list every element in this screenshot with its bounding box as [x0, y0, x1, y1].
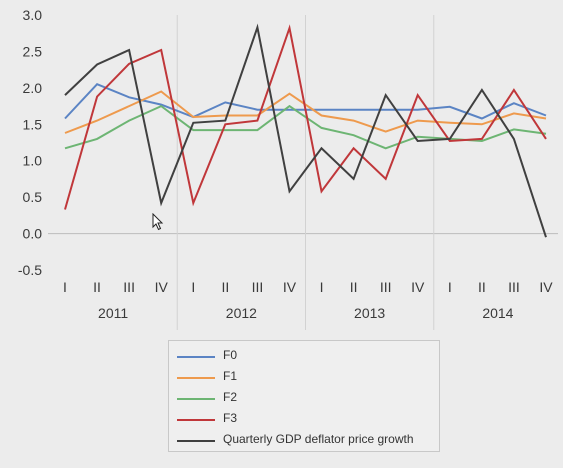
series-line-4: [64, 23, 547, 238]
legend-swatch-gdp-deflator: [177, 440, 215, 442]
y-tick-label: 2.5: [23, 43, 43, 59]
series-line-3: [64, 24, 547, 210]
chart-legend: F0 F1 F2 F3 Quarterly GDP deflator price…: [168, 340, 440, 452]
x-tick-label: II: [221, 279, 229, 295]
legend-item-f0: F0: [169, 346, 439, 367]
year-label: 2013: [354, 305, 385, 321]
y-tick-label: 2.0: [23, 80, 43, 96]
x-tick-label: I: [448, 279, 452, 295]
x-tick-label: III: [252, 279, 264, 295]
x-tick-label: IV: [283, 279, 297, 295]
y-tick-label: -0.5: [18, 262, 42, 278]
legend-item-f2: F2: [169, 388, 439, 409]
x-tick-label: I: [63, 279, 67, 295]
legend-swatch-f1: [177, 377, 215, 379]
legend-label-gdp-deflator: Quarterly GDP deflator price growth: [223, 432, 414, 446]
mouse-pointer-icon: [152, 213, 164, 231]
x-tick-label: IV: [411, 279, 425, 295]
legend-label-f2: F2: [223, 390, 238, 404]
y-tick-label: 0.0: [23, 226, 43, 242]
legend-item-f3: F3: [169, 409, 439, 430]
x-tick-label: III: [508, 279, 520, 295]
x-tick-label: II: [350, 279, 358, 295]
y-tick-label: 1.0: [23, 153, 43, 169]
x-tick-label: I: [191, 279, 195, 295]
y-tick-label: 3.0: [23, 7, 43, 23]
year-label: 2014: [482, 305, 513, 321]
y-axis: 3.0 2.5 2.0 1.5 1.0 0.5 0.0 -0.5: [18, 7, 42, 278]
x-tick-label: II: [478, 279, 486, 295]
legend-item-gdp-deflator: Quarterly GDP deflator price growth: [169, 430, 439, 451]
legend-swatch-f3: [177, 419, 215, 421]
x-tick-label: III: [123, 279, 135, 295]
year-label: 2012: [226, 305, 257, 321]
y-tick-label: 1.5: [23, 116, 43, 132]
legend-item-f1: F1: [169, 367, 439, 388]
legend-label-f0: F0: [223, 348, 238, 362]
x-tick-label: II: [93, 279, 101, 295]
x-tick-label: IV: [155, 279, 169, 295]
legend-label-f3: F3: [223, 411, 238, 425]
x-tick-label: IV: [539, 279, 553, 295]
year-label: 2011: [98, 305, 128, 321]
legend-swatch-f0: [177, 356, 215, 358]
legend-swatch-f2: [177, 398, 215, 400]
legend-label-f1: F1: [223, 369, 238, 383]
y-tick-label: 0.5: [23, 189, 43, 205]
x-tick-label: I: [320, 279, 324, 295]
chart-grid: [48, 15, 558, 330]
chart-series: [64, 23, 547, 238]
line-chart: 3.02.52.01.51.00.50.0-0.5 I II III IV I II III…: [18, 7, 558, 330]
x-tick-label: III: [380, 279, 392, 295]
